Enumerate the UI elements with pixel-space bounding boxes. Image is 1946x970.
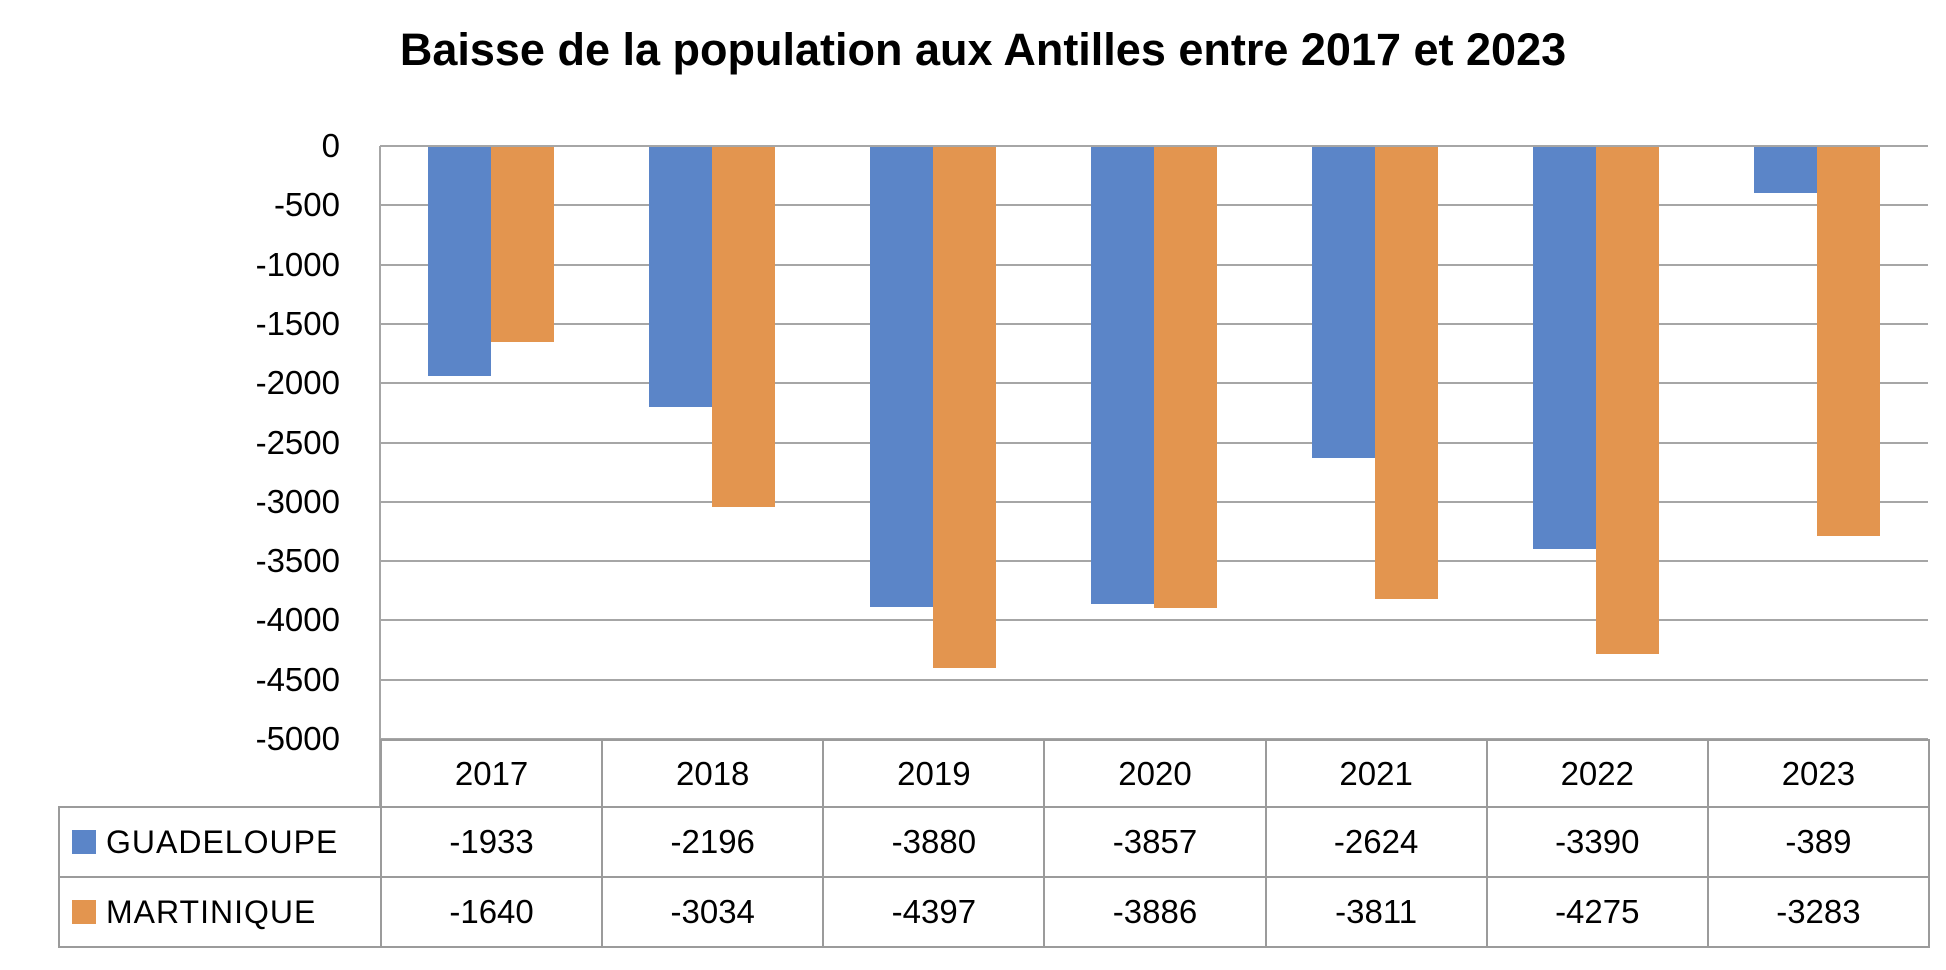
gridline — [380, 678, 1928, 681]
bar-guadeloupe-2018[interactable] — [648, 147, 712, 408]
x-axis-label-2022: 2022 — [1485, 739, 1709, 808]
bar-martinique-2023[interactable] — [1817, 147, 1881, 537]
value-cell-martinique-2017: -1640 — [379, 876, 604, 948]
value-cell-guadeloupe-2020: -3857 — [1043, 806, 1267, 878]
legend-cell-guadeloupe: GUADELOUPE — [58, 806, 382, 878]
bar-martinique-2020[interactable] — [1154, 147, 1217, 608]
value-cell-guadeloupe-2018: -2196 — [601, 806, 825, 878]
legend-swatch-martinique — [72, 900, 96, 924]
y-axis-tick-label: -3000 — [255, 482, 340, 520]
table-row-martinique: MARTINIQUE -1640 -3034 -4397 -3886 -3811 -4275… — [58, 876, 1930, 948]
value-cell-martinique-2021: -3811 — [1264, 876, 1488, 948]
y-axis-tick-label: -2000 — [255, 364, 340, 402]
bar-guadeloupe-2021[interactable] — [1312, 147, 1376, 459]
value-cell-guadeloupe-2023: -389 — [1706, 806, 1930, 878]
y-axis-tick-label: -1000 — [255, 245, 340, 283]
legend-label-martinique: MARTINIQUE — [106, 893, 317, 930]
legend-label-guadeloupe: GUADELOUPE — [106, 823, 339, 860]
y-axis-tick-label: -4500 — [255, 660, 340, 698]
value-cell-guadeloupe-2021: -2624 — [1264, 806, 1488, 878]
table-row-guadeloupe: GUADELOUPE -1933 -2196 -3880 -3857 -2624 -3390… — [58, 806, 1930, 878]
chart-title: Baisse de la population aux Antilles ent… — [399, 24, 1567, 75]
bar-guadeloupe-2017[interactable] — [427, 147, 491, 377]
table-corner-empty — [59, 740, 381, 807]
bar-guadeloupe-2022[interactable] — [1533, 147, 1597, 550]
bar-martinique-2022[interactable] — [1596, 147, 1660, 654]
chart-data-table: 2017 2018 2019 2020 2021 2022 2023 GUADELOUPE -1… — [58, 739, 1930, 948]
bar-martinique-2019[interactable] — [932, 147, 996, 669]
value-cell-martinique-2019: -4397 — [822, 876, 1046, 948]
value-cell-martinique-2022: -4275 — [1485, 876, 1709, 948]
x-axis-label-2023: 2023 — [1706, 739, 1930, 808]
value-cell-martinique-2023: -3283 — [1706, 876, 1930, 948]
x-axis-label-2018: 2018 — [601, 739, 825, 808]
x-axis-label-2019: 2019 — [822, 739, 1046, 808]
y-axis-tick-label: -500 — [273, 186, 340, 224]
value-cell-guadeloupe-2019: -3880 — [822, 806, 1046, 878]
value-cell-martinique-2020: -3886 — [1043, 876, 1267, 948]
legend-swatch-guadeloupe — [72, 830, 96, 854]
y-axis-tick-label: -3500 — [255, 542, 340, 580]
bar-martinique-2021[interactable] — [1375, 147, 1439, 599]
bar-guadeloupe-2019[interactable] — [869, 147, 933, 608]
x-axis-label-2021: 2021 — [1264, 739, 1488, 808]
value-cell-guadeloupe-2017: -1933 — [379, 806, 604, 878]
bar-guadeloupe-2023[interactable] — [1754, 147, 1818, 194]
legend-cell-martinique: MARTINIQUE — [58, 876, 382, 948]
y-axis-tick-label: -1500 — [255, 304, 340, 342]
y-axis-tick-label: -4000 — [255, 601, 340, 639]
value-cell-martinique-2018: -3034 — [601, 876, 825, 948]
gridline — [380, 145, 1928, 147]
x-axis-label-2020: 2020 — [1043, 739, 1267, 808]
gridline — [380, 619, 1928, 622]
bar-guadeloupe-2020[interactable] — [1091, 147, 1154, 605]
y-axis-tick-label: 0 — [321, 127, 340, 164]
gridline — [380, 738, 1928, 740]
bar-martinique-2017[interactable] — [490, 147, 554, 342]
value-cell-guadeloupe-2022: -3390 — [1485, 806, 1709, 878]
y-axis-line — [379, 146, 381, 806]
bar-martinique-2018[interactable] — [711, 147, 775, 507]
x-axis-label-2017: 2017 — [379, 739, 604, 808]
y-axis-tick-label: -2500 — [255, 423, 340, 461]
y-axis-tick-label: -5000 — [255, 720, 340, 757]
